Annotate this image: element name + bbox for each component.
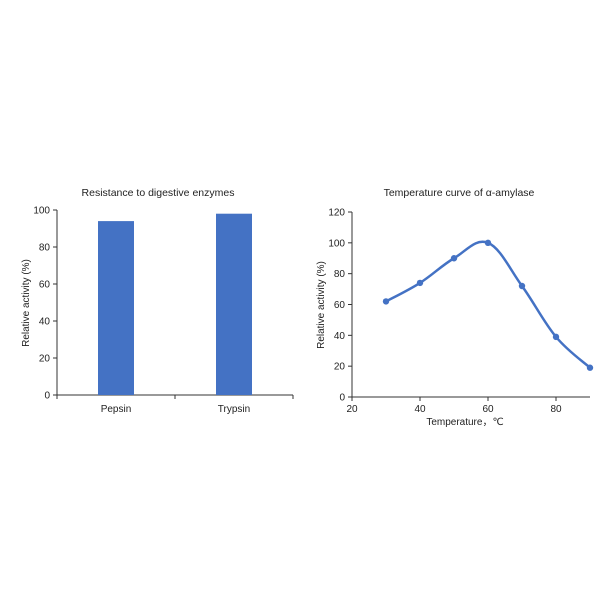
bar-chart-y-tick-label: 100 bbox=[33, 206, 50, 217]
bar-chart-title: Resistance to digestive enzymes bbox=[82, 187, 235, 199]
line-chart-x-tick-label: 60 bbox=[482, 404, 494, 415]
line-point bbox=[586, 364, 594, 371]
line-chart-x-tick-label: 40 bbox=[414, 404, 426, 415]
bar-chart: Resistance to digestive enzymes Relative… bbox=[21, 187, 294, 415]
line-point bbox=[484, 239, 492, 247]
bar-trypsin bbox=[216, 213, 252, 395]
line-chart: Temperature curve of α-amylase Relative … bbox=[316, 187, 594, 428]
bar-chart-y-tick-label: 60 bbox=[39, 280, 51, 291]
bar-chart-x-tick-label: Trypsin bbox=[218, 404, 250, 415]
line-chart-title: Temperature curve of α-amylase bbox=[384, 187, 535, 199]
bar-chart-y-tick-label: 20 bbox=[39, 354, 51, 365]
line-chart-y-axis-label: Relative activity (%) bbox=[316, 261, 327, 349]
line-chart-x-tick-label: 80 bbox=[550, 404, 562, 415]
line-chart-y-tick-label: 60 bbox=[334, 300, 346, 311]
bar-chart-y-axis-label: Relative activity (%) bbox=[21, 259, 32, 347]
bar-chart-y-tick-label: 80 bbox=[39, 243, 51, 254]
line-chart-x-axis-label: Temperature，℃ bbox=[426, 417, 503, 428]
line-chart-y-tick-label: 40 bbox=[334, 331, 346, 342]
bar-pepsin bbox=[98, 221, 134, 395]
bar-chart-y-tick-label: 40 bbox=[39, 317, 51, 328]
line-chart-x-tick-label: 20 bbox=[346, 404, 358, 415]
line-point bbox=[450, 255, 458, 262]
line-point bbox=[518, 282, 526, 290]
line-point bbox=[382, 298, 390, 305]
bar-chart-y-tick-label: 0 bbox=[44, 391, 50, 402]
line-chart-y-tick-label: 20 bbox=[334, 362, 346, 373]
line-chart-y-tick-label: 100 bbox=[328, 238, 345, 249]
line-point bbox=[552, 333, 560, 341]
bar-chart-x-tick-label: Pepsin bbox=[101, 404, 132, 415]
line-chart-y-tick-label: 120 bbox=[328, 208, 345, 219]
line-series-path bbox=[384, 240, 592, 369]
line-point bbox=[416, 279, 424, 287]
line-chart-y-tick-label: 80 bbox=[334, 269, 346, 280]
line-chart-y-tick-label: 0 bbox=[339, 393, 345, 404]
